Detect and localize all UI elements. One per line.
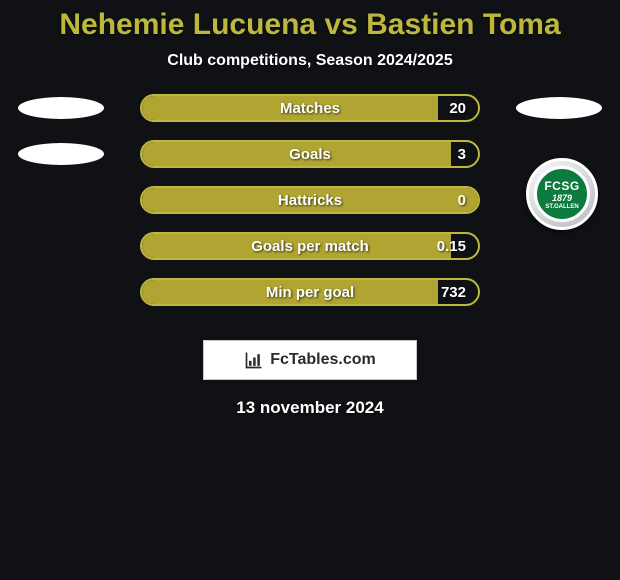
stat-label: Goals (289, 146, 331, 163)
club-badge-inner: FCSG 1879 ST.GALLEN (534, 166, 590, 222)
stat-bar: Min per goal 732 (140, 278, 480, 306)
stat-value: 732 (441, 284, 466, 301)
chart-icon (244, 350, 264, 370)
club-badge-year: 1879 (552, 193, 572, 203)
stat-row: Matches 20 (0, 90, 620, 126)
stat-label: Hattricks (278, 192, 342, 209)
stat-value: 0 (458, 192, 466, 209)
stat-label: Goals per match (251, 238, 369, 255)
stat-bar: Matches 20 (140, 94, 480, 122)
stat-row: Min per goal 732 (0, 274, 620, 310)
stat-value: 0.15 (437, 238, 466, 255)
stat-bar: Hattricks 0 (140, 186, 480, 214)
stat-label: Min per goal (266, 284, 354, 301)
comparison-chart: Matches 20 Goals 3 Hattricks 0 Goals per match… (0, 90, 620, 320)
club-badge-city: ST.GALLEN (545, 204, 578, 210)
player-slot-left (18, 143, 104, 165)
stat-label: Matches (280, 100, 340, 117)
stat-bar: Goals 3 (140, 140, 480, 168)
player-slot-left (18, 97, 104, 119)
club-badge-primary: FCSG (544, 179, 579, 193)
brand-text: FcTables.com (270, 351, 376, 369)
page-title: Nehemie Lucuena vs Bastien Toma (59, 8, 560, 42)
subtitle: Club competitions, Season 2024/2025 (167, 52, 452, 70)
stat-value: 3 (458, 146, 466, 163)
brand-box[interactable]: FcTables.com (203, 340, 417, 380)
club-badge: FCSG 1879 ST.GALLEN (514, 158, 610, 230)
player-slot-right (516, 97, 602, 119)
club-badge-ring: FCSG 1879 ST.GALLEN (526, 158, 598, 230)
date-text: 13 november 2024 (236, 398, 383, 418)
stat-row: Goals per match 0.15 (0, 228, 620, 264)
stat-bar: Goals per match 0.15 (140, 232, 480, 260)
stat-value: 20 (449, 100, 466, 117)
